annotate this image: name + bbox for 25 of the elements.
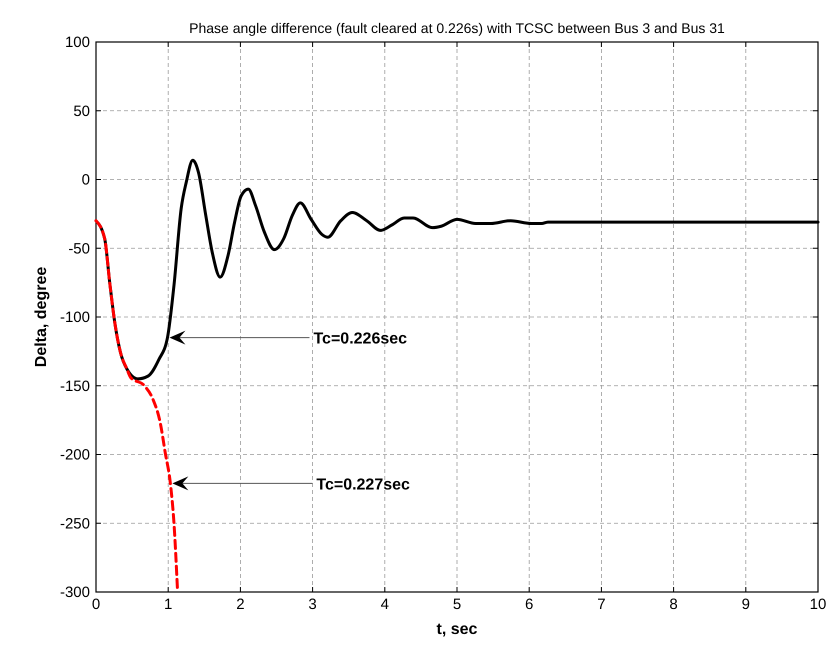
y-tick-label: -150	[60, 378, 90, 395]
chart-title: Phase angle difference (fault cleared at 0.226s) with TCSC between Bus 3 and Bus 31	[189, 20, 726, 36]
y-tick-label: -250	[60, 515, 90, 532]
x-tick-label: 6	[525, 596, 534, 613]
x-tick-label: 2	[236, 596, 245, 613]
x-tick-label: 9	[742, 596, 750, 613]
y-axis-title: Delta, degree	[33, 266, 50, 368]
y-tick-label: -50	[68, 240, 90, 258]
x-tick-label: 1	[164, 596, 172, 613]
x-tick-label: 10	[810, 596, 826, 613]
x-tick-label: 3	[308, 596, 317, 613]
y-tick-label: 100	[64, 34, 90, 51]
x-tick-label: 7	[597, 596, 606, 613]
x-tick-label: 0	[92, 596, 100, 613]
y-tick-label: 50	[73, 102, 90, 120]
y-tick-label: -300	[60, 584, 90, 601]
y-tick-label: -100	[60, 309, 90, 326]
x-tick-label: 4	[380, 596, 389, 613]
annotation: Tc=0.227sec	[316, 476, 410, 494]
y-tick-label: 0	[82, 172, 90, 188]
y-tick-label: -200	[60, 446, 90, 464]
annotation: Tc=0.226sec	[313, 330, 408, 348]
x-tick-label: 8	[669, 596, 678, 613]
x-axis-title: t, sec	[436, 621, 478, 638]
x-tick-label: 5	[452, 596, 462, 613]
